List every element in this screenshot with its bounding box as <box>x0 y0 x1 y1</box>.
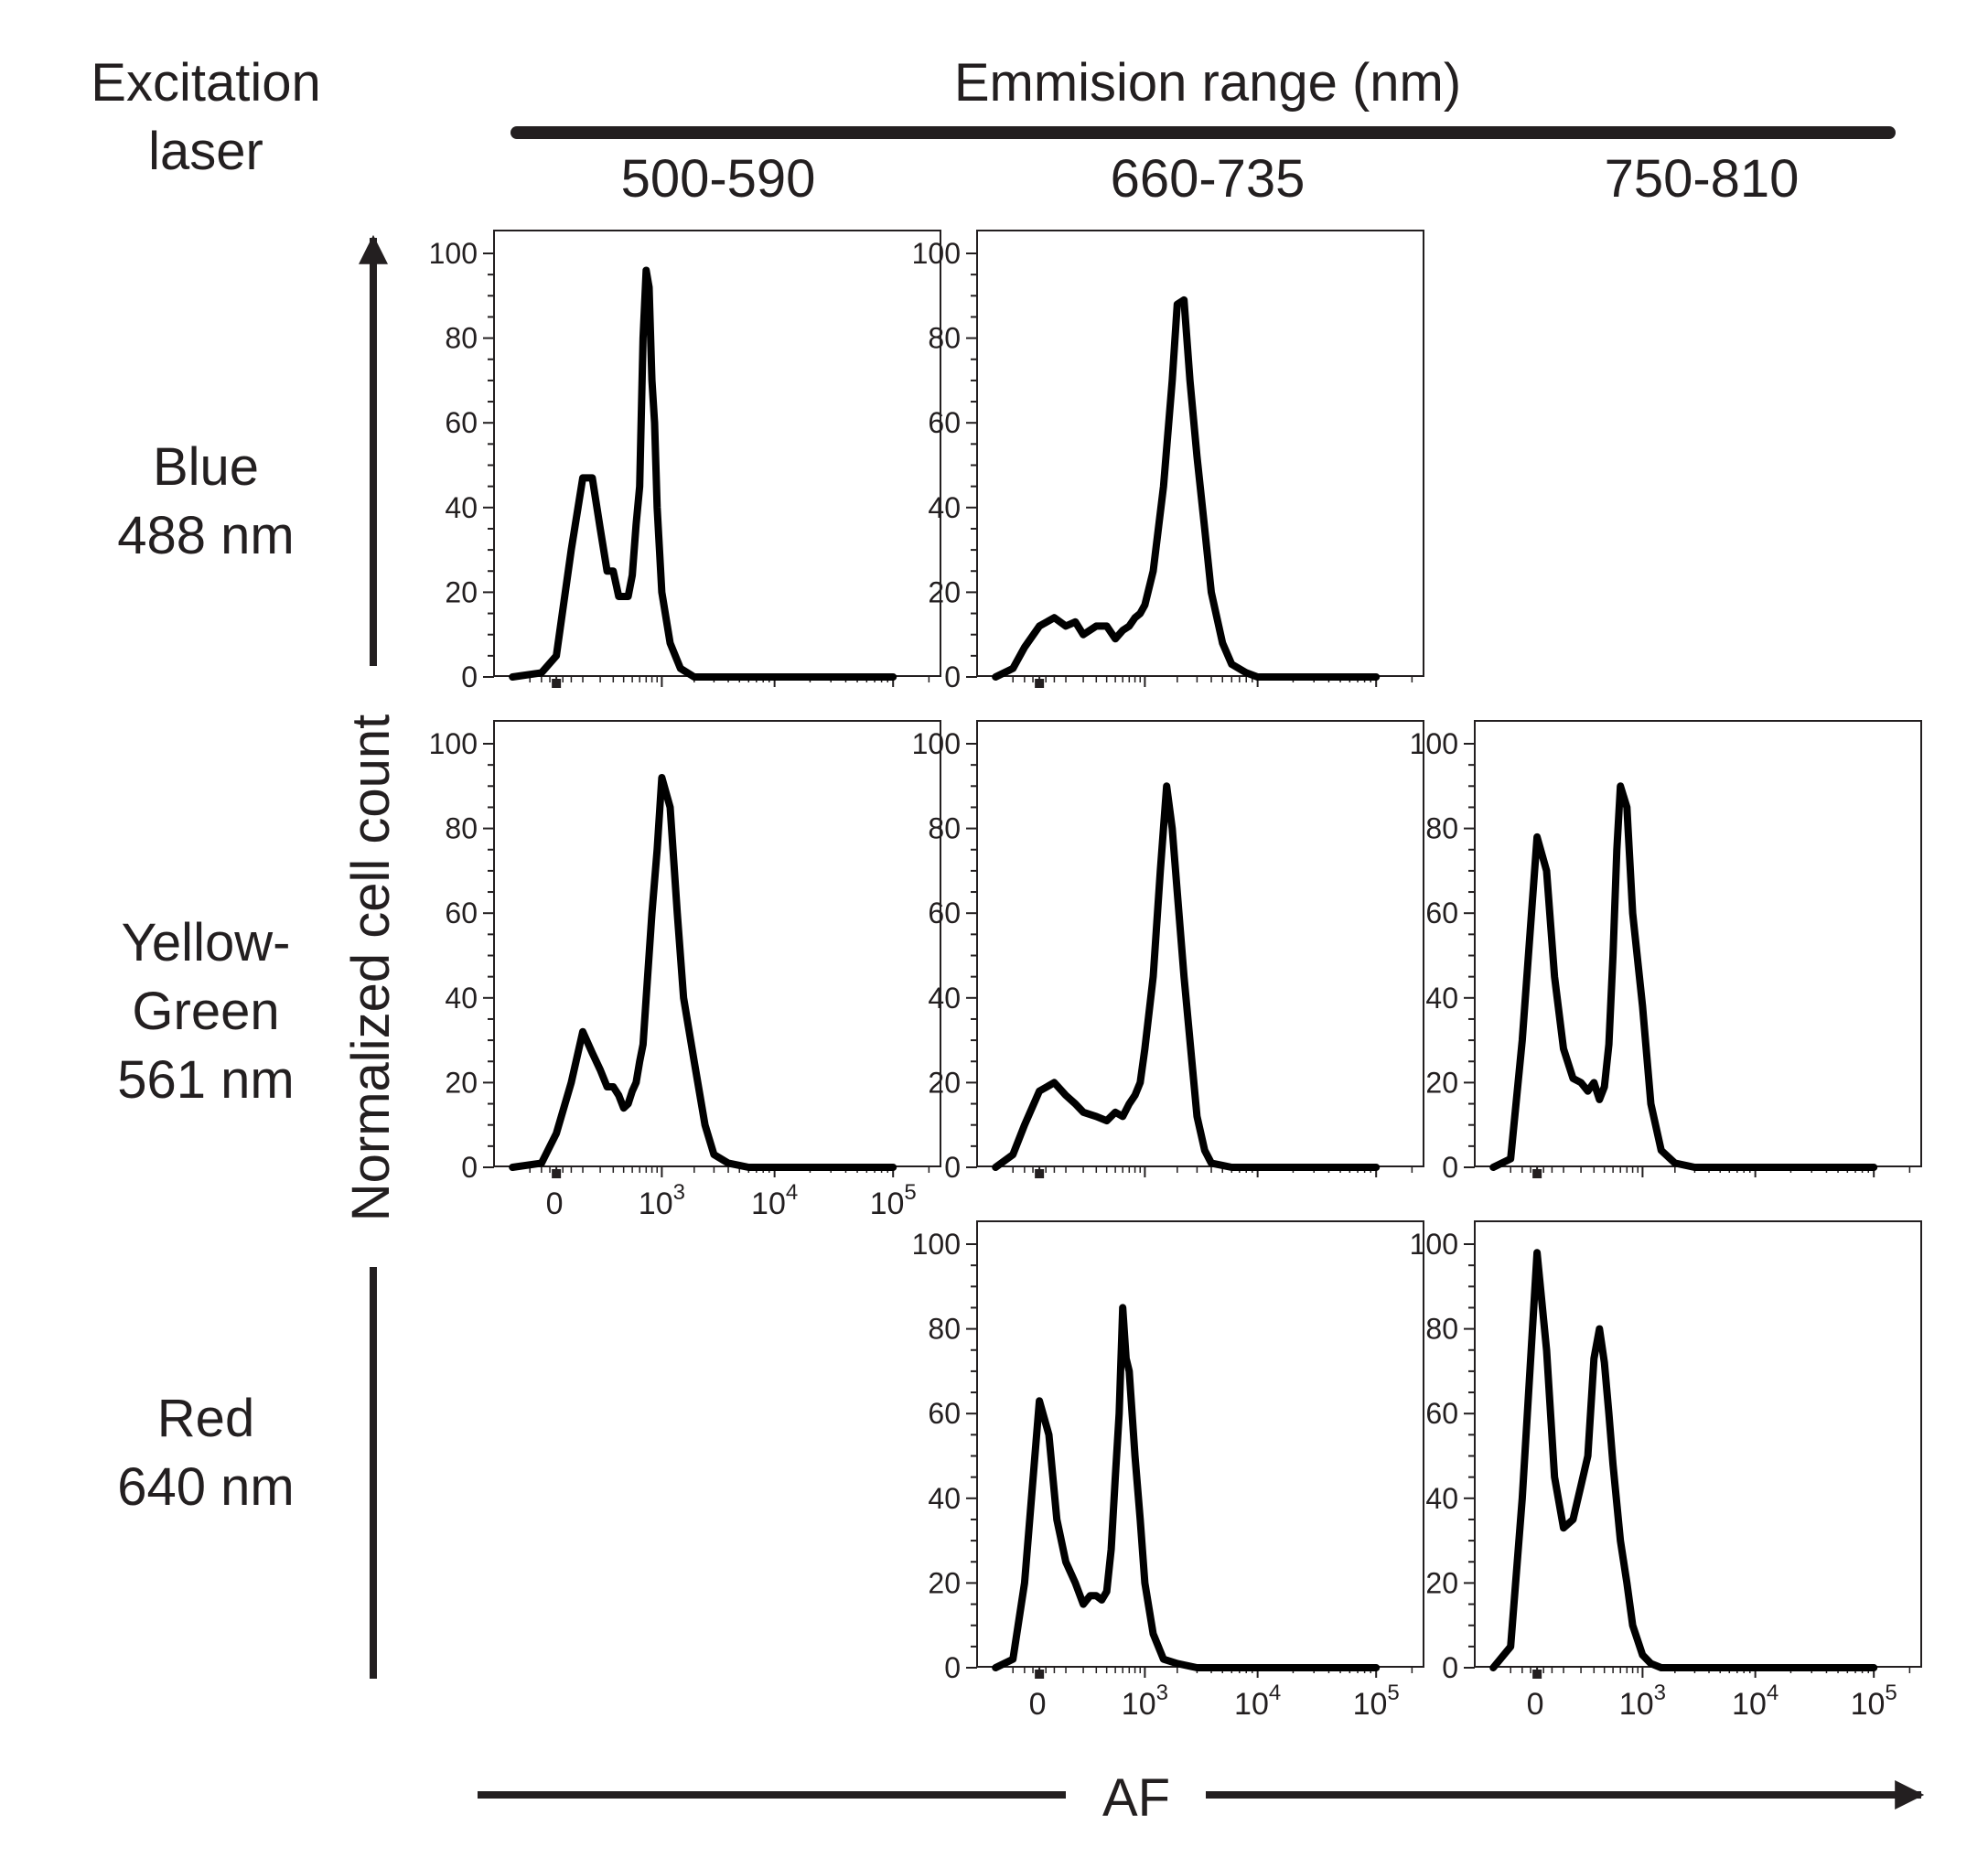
plot-frame <box>976 720 1424 1167</box>
y-tick-label: 80 <box>928 322 961 355</box>
x-tick-label: 0 <box>546 1187 564 1221</box>
y-tick-label: 80 <box>1425 812 1458 845</box>
y-tick-label: 0 <box>1442 1151 1458 1184</box>
y-tick-label: 20 <box>928 1066 961 1099</box>
row-label-488nm: 488 nm <box>117 506 294 565</box>
column-label-660-735: 660-735 <box>1111 149 1306 209</box>
y-tick-label: 40 <box>928 491 961 524</box>
emission-header: Emmision range (nm) <box>954 53 1461 113</box>
histogram-line <box>509 266 897 681</box>
histogram-panel-r0-c1: 0 20 40 60 80 100 <box>912 230 1424 693</box>
x-zero-marker <box>1035 1169 1045 1178</box>
histogram-panels: 0 20 40 60 80 100 0 20 40 60 80 100 0 20 40 60 80 100 0 103… <box>429 230 1922 1722</box>
y-tick-label: 20 <box>1425 1066 1458 1099</box>
x-zero-marker <box>1035 1670 1045 1679</box>
column-label-750-810: 750-810 <box>1605 149 1800 209</box>
x-tick-label: 104 <box>751 1180 798 1221</box>
column-label-500-590: 500-590 <box>621 149 816 209</box>
histogram-panel-r0-c0: 0 20 40 60 80 100 <box>429 230 941 693</box>
y-tick-label: 20 <box>928 1566 961 1599</box>
x-axis-label: AF <box>1102 1768 1170 1828</box>
y-tick-label: 20 <box>445 575 478 608</box>
histogram-line <box>992 782 1381 1171</box>
x-zero-marker <box>552 1169 562 1178</box>
y-tick-label: 0 <box>944 1151 961 1184</box>
y-tick-label: 0 <box>944 661 961 693</box>
x-tick-label: 104 <box>1234 1681 1281 1722</box>
x-zero-marker <box>1532 1169 1542 1178</box>
y-tick-label: 80 <box>445 322 478 355</box>
histogram-panel-r1-c2: 0 20 40 60 80 100 <box>1410 720 1922 1184</box>
y-tick-label: 0 <box>461 661 478 693</box>
histogram-line <box>1489 1249 1878 1671</box>
histogram-panel-r1-c0: 0 20 40 60 80 100 0 103 104 105 <box>429 720 941 1221</box>
histogram-line <box>509 774 897 1171</box>
x-tick-label: 0 <box>1527 1687 1544 1722</box>
histogram-panel-r1-c1: 0 20 40 60 80 100 <box>912 720 1424 1184</box>
plot-frame <box>976 230 1424 677</box>
y-tick-label: 40 <box>445 491 478 524</box>
y-axis-label: Normalized cell count <box>341 714 401 1221</box>
y-tick-label: 80 <box>928 1313 961 1346</box>
row-label-640nm: 640 nm <box>117 1457 294 1517</box>
plot-frame <box>1474 720 1922 1167</box>
row-label-yellow: Yellow- <box>122 913 291 972</box>
y-tick-label: 60 <box>928 897 961 929</box>
x-tick-label: 103 <box>1122 1681 1168 1722</box>
x-tick-label: 105 <box>1353 1681 1400 1722</box>
y-tick-label: 60 <box>1425 897 1458 929</box>
histogram-line <box>992 295 1381 681</box>
histogram-line <box>992 1304 1381 1671</box>
x-zero-marker <box>1532 1670 1542 1679</box>
y-tick-label: 40 <box>445 982 478 1015</box>
y-tick-label: 20 <box>445 1066 478 1099</box>
y-tick-label: 100 <box>1410 727 1458 760</box>
excitation-header-line-2: laser <box>148 122 263 181</box>
y-tick-label: 100 <box>912 237 961 270</box>
y-tick-label: 20 <box>928 575 961 608</box>
y-tick-label: 40 <box>928 982 961 1015</box>
y-tick-label: 40 <box>928 1482 961 1515</box>
y-tick-label: 0 <box>461 1151 478 1184</box>
y-tick-label: 0 <box>944 1651 961 1684</box>
y-tick-label: 40 <box>1425 1482 1458 1515</box>
y-tick-label: 100 <box>429 237 478 270</box>
y-tick-label: 60 <box>445 897 478 929</box>
x-tick-label: 103 <box>639 1180 685 1221</box>
y-tick-label: 100 <box>912 1228 961 1261</box>
y-tick-label: 100 <box>912 727 961 760</box>
y-tick-label: 60 <box>445 406 478 439</box>
y-tick-label: 60 <box>1425 1397 1458 1430</box>
y-tick-label: 0 <box>1442 1651 1458 1684</box>
row-label-blue: Blue <box>153 437 259 497</box>
x-tick-label: 105 <box>870 1180 917 1221</box>
plot-frame <box>976 1220 1424 1668</box>
x-tick-label: 104 <box>1732 1681 1778 1722</box>
histogram-panel-r2-c1: 0 20 40 60 80 100 0 103 104 105 <box>912 1220 1424 1722</box>
histogram-panel-r2-c2: 0 20 40 60 80 100 0 103 104 105 <box>1410 1220 1922 1722</box>
x-zero-marker <box>1035 679 1045 688</box>
x-tick-label: 103 <box>1619 1681 1666 1722</box>
excitation-header-line-1: Excitation <box>91 53 320 113</box>
y-tick-label: 80 <box>445 812 478 845</box>
y-tick-label: 20 <box>1425 1566 1458 1599</box>
plot-frame <box>493 720 941 1167</box>
y-tick-label: 100 <box>1410 1228 1458 1261</box>
x-zero-marker <box>552 679 562 688</box>
y-tick-label: 80 <box>928 812 961 845</box>
y-tick-label: 60 <box>928 406 961 439</box>
x-tick-label: 0 <box>1029 1687 1047 1722</box>
x-tick-label: 105 <box>1851 1681 1897 1722</box>
y-tick-label: 60 <box>928 1397 961 1430</box>
row-label-red: Red <box>157 1389 254 1448</box>
y-tick-label: 40 <box>1425 982 1458 1015</box>
y-tick-label: 100 <box>429 727 478 760</box>
histogram-line <box>1489 782 1878 1171</box>
row-label-561nm: 561 nm <box>117 1050 294 1110</box>
row-label-green: Green <box>132 982 279 1041</box>
y-tick-label: 80 <box>1425 1313 1458 1346</box>
